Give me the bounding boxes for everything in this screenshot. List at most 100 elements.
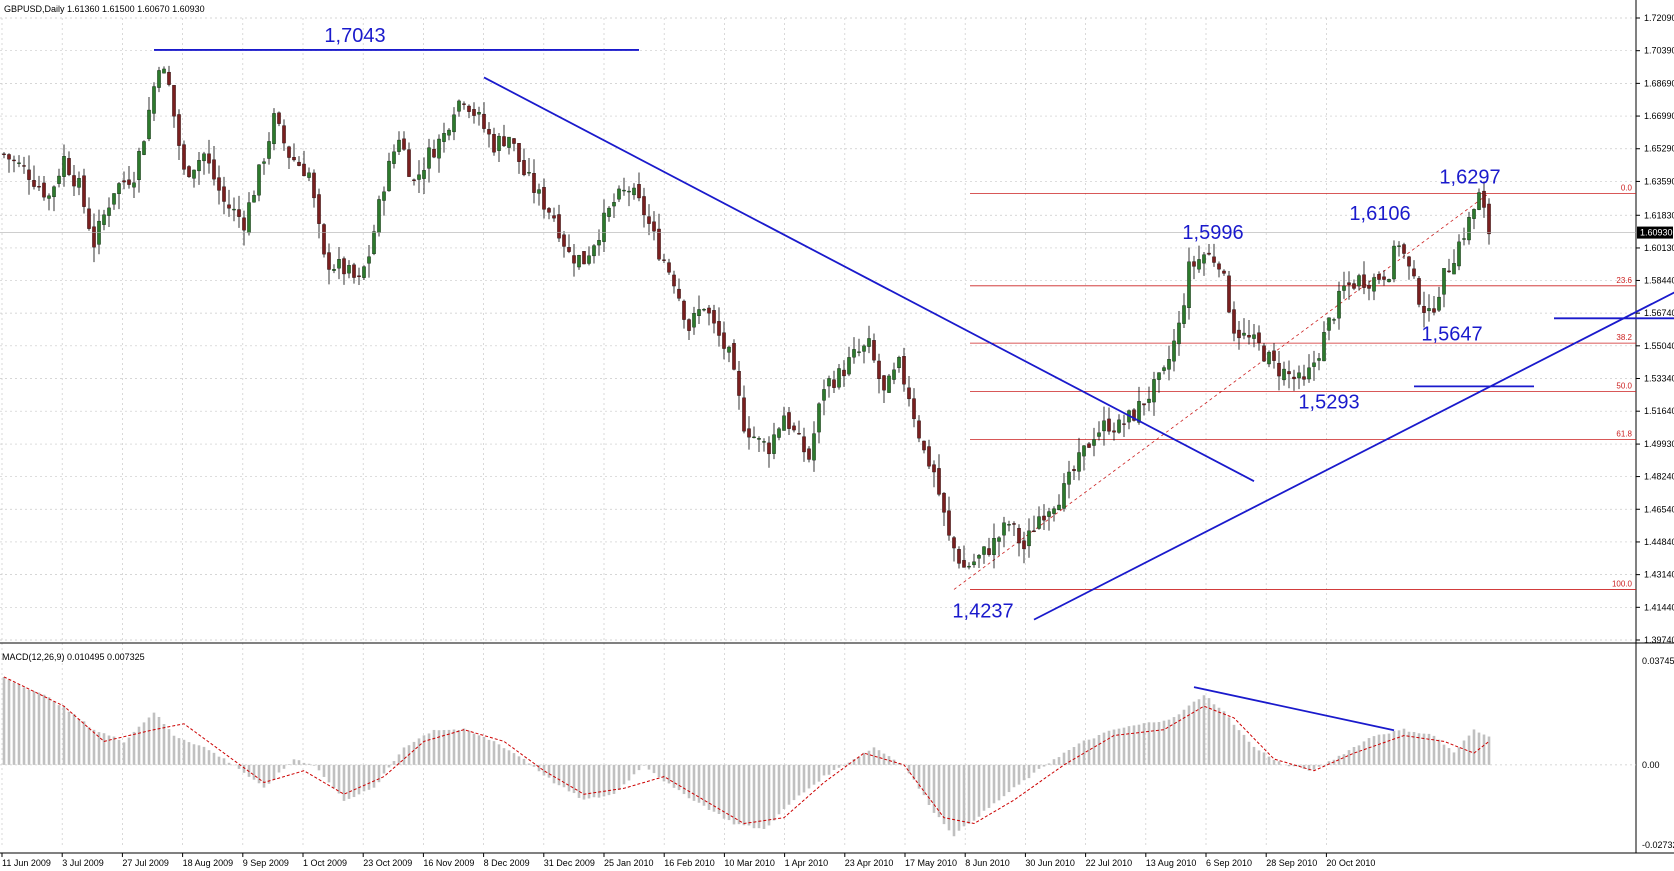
bear-candle	[807, 448, 811, 460]
bull-candle	[702, 308, 706, 311]
bull-candle	[1322, 332, 1326, 362]
bear-candle	[947, 510, 951, 536]
bull-candle	[162, 68, 166, 74]
bull-candle	[197, 160, 201, 172]
time-tick-label: 13 Aug 2010	[1146, 858, 1197, 868]
bull-candle	[1092, 439, 1096, 446]
bull-candle	[377, 199, 381, 233]
bull-candle	[627, 190, 631, 193]
bear-candle	[32, 180, 36, 187]
bear-candle	[1012, 523, 1016, 525]
bear-candle	[932, 464, 936, 473]
bear-candle	[357, 275, 361, 278]
bull-candle	[137, 151, 141, 181]
bear-candle	[732, 343, 736, 370]
bull-candle	[1177, 322, 1181, 345]
price-tick-label: 1.61830	[1644, 210, 1674, 220]
bull-candle	[1147, 398, 1151, 403]
bear-candle	[1292, 376, 1296, 380]
bear-candle	[1487, 203, 1491, 235]
bear-candle	[562, 234, 566, 247]
time-tick-label: 31 Dec 2009	[544, 858, 595, 868]
time-tick-label: 10 Mar 2010	[724, 858, 775, 868]
bull-candle	[1437, 296, 1441, 311]
bear-candle	[1107, 418, 1111, 432]
bull-candle	[447, 129, 451, 136]
bull-candle	[307, 172, 311, 178]
bull-candle	[762, 441, 766, 443]
price-tick-label: 1.70390	[1644, 46, 1674, 56]
bull-candle	[892, 369, 896, 380]
bear-candle	[962, 560, 966, 568]
bull-candle	[132, 182, 136, 188]
bear-candle	[412, 179, 416, 182]
bear-candle	[1417, 278, 1421, 305]
bear-candle	[547, 208, 551, 213]
bull-candle	[607, 207, 611, 217]
bull-candle	[992, 538, 996, 556]
time-tick-label: 20 Oct 2010	[1326, 858, 1375, 868]
time-tick-label: 25 Jan 2010	[604, 858, 654, 868]
price-tick-label: 1.72090	[1644, 13, 1674, 23]
bull-candle	[117, 183, 121, 195]
bear-candle	[292, 157, 296, 161]
bear-candle	[1192, 261, 1196, 267]
bear-candle	[277, 112, 281, 124]
bull-candle	[392, 151, 396, 164]
bull-candle	[347, 265, 351, 274]
annotation-1-4237: 1,4237	[952, 600, 1013, 622]
bear-candle	[7, 154, 11, 160]
time-tick-label: 6 Sep 2010	[1206, 858, 1252, 868]
bull-candle	[862, 345, 866, 352]
time-tick-label: 30 Jun 2010	[1025, 858, 1075, 868]
time-tick-label: 22 Jul 2010	[1086, 858, 1133, 868]
bull-candle	[1037, 516, 1041, 529]
bull-candle	[1202, 254, 1206, 264]
fib-level-label: 0.0	[1621, 183, 1633, 192]
bear-candle	[1422, 306, 1426, 313]
bear-candle	[677, 288, 681, 299]
bear-candle	[657, 228, 661, 260]
bear-candle	[87, 208, 91, 229]
fib-level-label: 61.8	[1616, 430, 1632, 439]
bear-candle	[227, 204, 231, 209]
bear-candle	[722, 332, 726, 349]
bear-candle	[342, 258, 346, 275]
bull-candle	[632, 187, 636, 196]
macd-tick-label: 0.037451	[1642, 656, 1674, 666]
bear-candle	[187, 166, 191, 178]
bear-candle	[467, 105, 471, 112]
bull-candle	[777, 428, 781, 438]
bull-candle	[847, 357, 851, 375]
bear-candle	[937, 468, 941, 495]
bear-candle	[1407, 256, 1411, 267]
bear-candle	[1362, 274, 1366, 288]
bull-candle	[1102, 420, 1106, 432]
bear-candle	[552, 215, 556, 219]
bull-candle	[867, 338, 871, 347]
bull-candle	[442, 133, 446, 142]
bull-candle	[1372, 277, 1376, 292]
bear-candle	[802, 436, 806, 453]
bull-candle	[1427, 308, 1431, 312]
symbol-header: GBPUSD,Daily 1.61360 1.61500 1.60670 1.6…	[4, 4, 205, 14]
time-axis: 11 Jun 2009 3 Jul 2009 27 Jul 2009 18 Aug 2…	[1, 853, 1375, 868]
bear-candle	[352, 264, 356, 278]
bear-candle	[92, 226, 96, 248]
time-tick-label: 3 Jul 2009	[62, 858, 104, 868]
bull-candle	[142, 141, 146, 155]
bear-candle	[952, 537, 956, 549]
fib-level-label: 38.2	[1616, 333, 1632, 342]
bear-candle	[432, 148, 436, 158]
bear-candle	[472, 109, 476, 116]
bull-candle	[262, 161, 266, 164]
price-tick-label: 1.39740	[1644, 635, 1674, 645]
bear-candle	[717, 321, 721, 336]
price-axis: 1.72090 1.70390 1.68690 1.66990 1.65290 1.635…	[1636, 13, 1674, 850]
bear-candle	[212, 159, 216, 180]
macd-signal-line	[3, 676, 1490, 825]
bull-candle	[577, 255, 581, 268]
bull-candle	[77, 178, 81, 188]
bear-candle	[902, 356, 906, 385]
